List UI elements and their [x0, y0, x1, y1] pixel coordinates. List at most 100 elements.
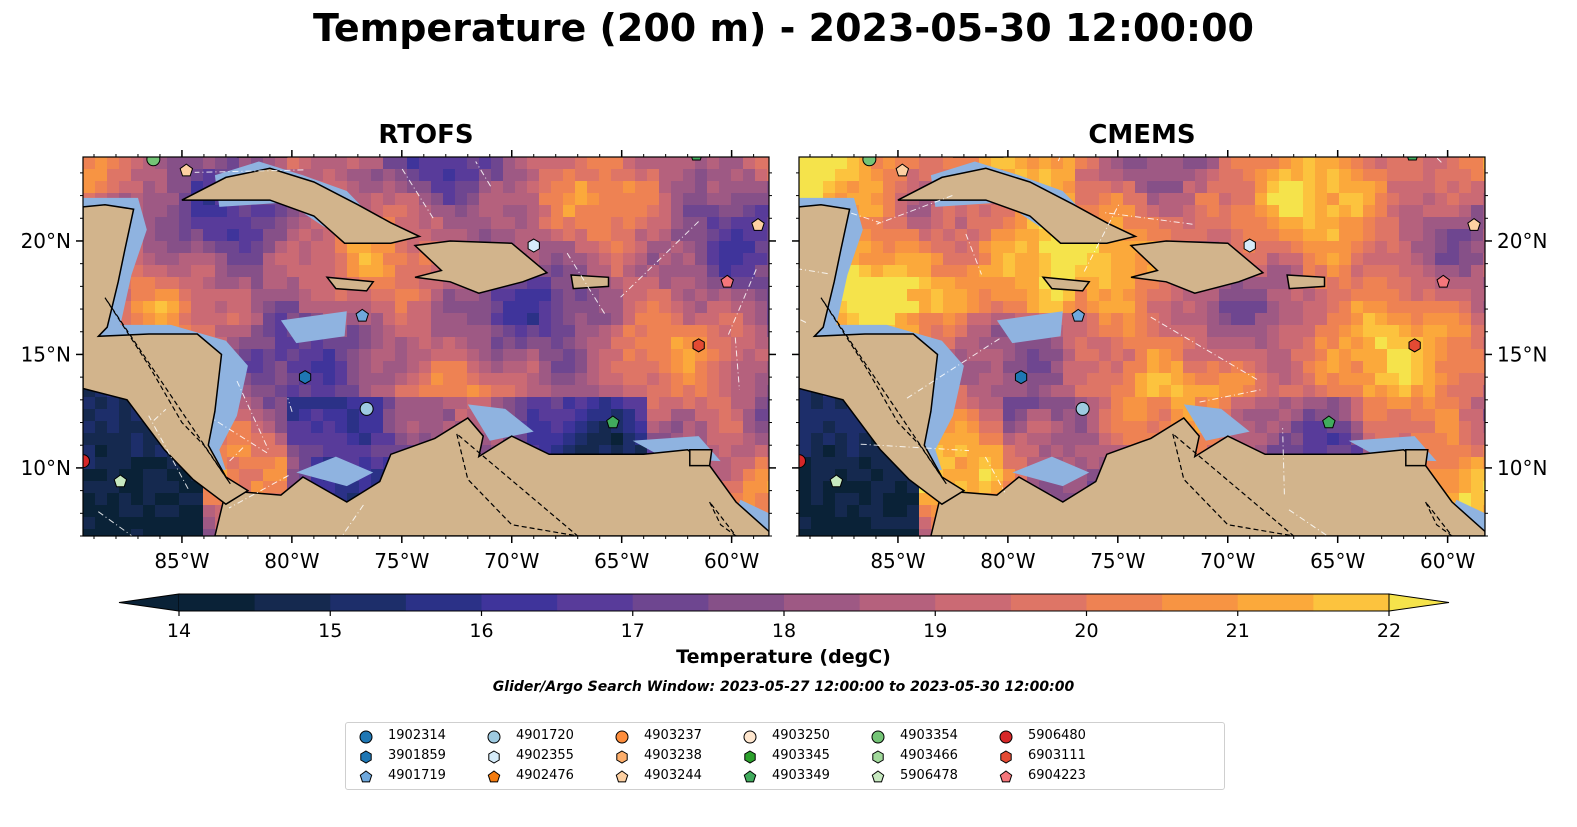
lon-tick-label: 65°W	[1310, 549, 1365, 573]
pentagon-marker-icon	[486, 769, 502, 785]
lat-tick-label: 20°N	[21, 229, 71, 253]
colorbar-tick-label: 19	[923, 620, 947, 642]
colorbar-tick-label: 15	[318, 620, 342, 642]
panel-title-rtofs: RTOFS	[83, 120, 769, 150]
lon-tick-label: 85°W	[870, 549, 925, 573]
legend-label: 4903244	[644, 767, 702, 785]
land-puertorico	[571, 275, 608, 289]
legend-marker	[744, 731, 756, 743]
pentagon-marker-icon	[742, 769, 758, 785]
colorbar-bin	[179, 594, 255, 611]
circle-marker-icon	[742, 729, 758, 745]
legend-label: 6903111	[1028, 747, 1086, 765]
map-marker-4903354	[863, 153, 876, 166]
map-panel-cmems: 85°W 80°W 75°W 70°W 65°W 60°W20°N15°N10°N	[696, 86, 1547, 573]
legend-marker	[488, 731, 500, 743]
legend-label: 4903466	[900, 747, 958, 765]
pentagon-marker-icon	[614, 769, 630, 785]
legend-marker	[1000, 731, 1012, 743]
legend-marker	[872, 771, 883, 782]
legend-marker	[360, 731, 372, 743]
legend-label: 5906480	[1028, 727, 1086, 745]
colorbar: 14 15 16 17 18 19 20 21 22	[119, 594, 1449, 642]
colorbar-tick-label: 16	[469, 620, 493, 642]
colorbar-tick-label: 17	[621, 620, 645, 642]
hexagon-marker-icon	[870, 749, 886, 765]
legend-marker	[488, 771, 499, 782]
colorbar-bin	[482, 594, 558, 611]
legend-marker	[745, 751, 755, 763]
land-trinidad	[690, 450, 712, 466]
lon-tick-label: 60°W	[1420, 549, 1475, 573]
map-marker-4902355	[528, 239, 539, 252]
colorbar-tick-label: 21	[1226, 620, 1250, 642]
legend-marker	[489, 751, 499, 763]
map-marker-4903354	[147, 153, 160, 166]
colorbar-bin	[330, 594, 406, 611]
colorbar-label: Temperature (degC)	[0, 646, 1567, 668]
panel-title-cmems: CMEMS	[799, 120, 1485, 150]
colorbar-bin	[708, 594, 784, 611]
legend-label: 4901719	[388, 767, 446, 785]
pentagon-marker-icon	[358, 769, 374, 785]
lon-tick-label: 80°W	[980, 549, 1035, 573]
lon-tick-label: 75°W	[1090, 549, 1145, 573]
legend-label: 6904223	[1028, 767, 1086, 785]
map-marker-6903111	[1409, 339, 1420, 352]
colorbar-tick-label: 22	[1377, 620, 1401, 642]
legend-label: 1902314	[388, 727, 446, 745]
legend-marker	[1000, 771, 1011, 782]
legend-label: 4901720	[516, 727, 574, 745]
lon-tick-label: 70°W	[484, 549, 539, 573]
legend-marker	[616, 771, 627, 782]
legend: 1902314 3901859 4901719 4901720 4902355 49024…	[345, 722, 1225, 790]
colorbar-bin	[406, 594, 482, 611]
hexagon-marker-icon	[614, 749, 630, 765]
colorbar-tick-label: 14	[167, 620, 191, 642]
colorbar-tick-label: 18	[772, 620, 796, 642]
circle-marker-icon	[614, 729, 630, 745]
lon-tick-label: 80°W	[264, 549, 319, 573]
hexagon-marker-icon	[998, 749, 1014, 765]
circle-marker-icon	[486, 729, 502, 745]
map-marker-4901720	[1076, 402, 1089, 415]
legend-label: 5906478	[900, 767, 958, 785]
legend-marker	[616, 731, 628, 743]
colorbar-bin	[784, 594, 860, 611]
lon-tick-label: 70°W	[1200, 549, 1255, 573]
colorbar-bin	[935, 594, 1011, 611]
colorbar-bin	[557, 594, 633, 611]
legend-marker	[360, 771, 371, 782]
map-panel-rtofs: 85°W 80°W 75°W 70°W 65°W 60°W 20°N 15°N 10°N	[21, 148, 780, 588]
circle-marker-icon	[870, 729, 886, 745]
colorbar-bin	[1238, 594, 1314, 611]
legend-label: 3901859	[388, 747, 446, 765]
legend-label: 4903238	[644, 747, 702, 765]
land-trinidad	[1406, 450, 1428, 466]
search-window-text: Glider/Argo Search Window: 2023-05-27 12…	[0, 679, 1567, 695]
lon-tick-label: 85°W	[154, 549, 209, 573]
legend-label: 4903354	[900, 727, 958, 745]
colorbar-bin	[1162, 594, 1238, 611]
map-marker-3901859	[299, 371, 310, 384]
legend-marker	[617, 751, 627, 763]
lon-tick-label: 75°W	[374, 549, 429, 573]
lat-tick-label: 10°N	[1497, 456, 1547, 480]
circle-marker-icon	[998, 729, 1014, 745]
figure-title: Temperature (200 m) - 2023-05-30 12:00:0…	[0, 6, 1567, 50]
colorbar-bin	[633, 594, 709, 611]
legend-label: 4903237	[644, 727, 702, 745]
land-puertorico	[1287, 275, 1324, 289]
map-marker-3901859	[1015, 371, 1026, 384]
legend-label: 4902476	[516, 767, 574, 785]
colorbar-tick-label: 20	[1074, 620, 1098, 642]
hexagon-marker-icon	[742, 749, 758, 765]
legend-marker	[744, 771, 755, 782]
legend-label: 4903345	[772, 747, 830, 765]
legend-marker	[1001, 751, 1011, 763]
legend-label: 4903250	[772, 727, 830, 745]
pentagon-marker-icon	[998, 769, 1014, 785]
lat-tick-label: 10°N	[21, 456, 71, 480]
colorbar-bin	[1313, 594, 1389, 611]
legend-marker	[873, 751, 883, 763]
